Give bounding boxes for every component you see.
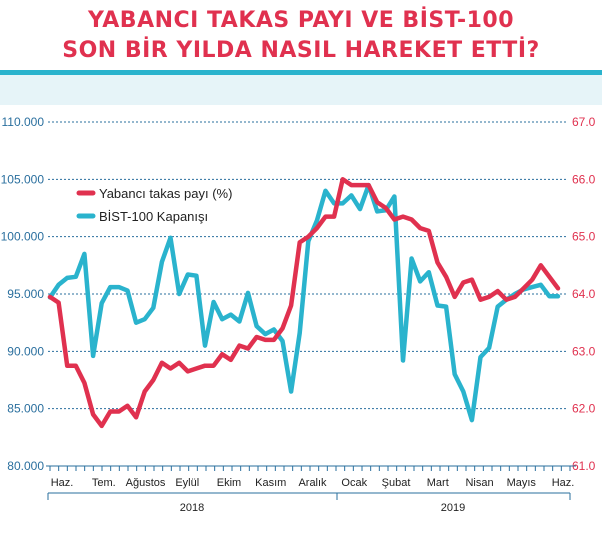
x-axis-month-label: Eylül <box>175 477 199 489</box>
header-divider <box>0 70 602 75</box>
x-axis-month-label: Aralık <box>298 477 327 489</box>
series-line-foreign-share <box>47 177 561 429</box>
chart-title-line1: YABANCI TAKAS PAYI VE BİST-100 <box>87 8 515 33</box>
year-label-2018: 2018 <box>180 502 204 514</box>
x-axis-month-label: Haz. <box>552 477 575 489</box>
x-axis-month-label: Kasım <box>255 477 286 489</box>
series-line-bist-100 <box>47 182 561 423</box>
x-axis-month-label: Haz. <box>51 477 74 489</box>
x-axis-month-label: Mayıs <box>507 477 537 489</box>
x-axis-month-label: Tem. <box>92 477 116 489</box>
right-axis-tick-label: 64.0 <box>572 287 596 301</box>
right-axis-tick-label: 63.0 <box>572 344 596 358</box>
right-axis-tick-label: 62.0 <box>572 402 596 416</box>
right-axis-tick-label: 61.0 <box>572 459 596 473</box>
right-axis-tick-label: 67.0 <box>572 115 596 129</box>
year-label-2019: 2019 <box>441 502 465 514</box>
left-axis-tick-label: 105.000 <box>1 172 45 186</box>
chart-title-line2: SON BİR YILDA NASIL HAREKET ETTİ? <box>62 38 540 63</box>
x-axis-month-label: Şubat <box>382 477 411 489</box>
left-axis-tick-label: 95.000 <box>7 287 44 301</box>
legend-label-bist-100: BİST-100 Kapanışı <box>99 209 208 224</box>
x-axis-month-label: Mart <box>427 477 449 489</box>
left-axis-tick-label: 110.000 <box>2 115 45 129</box>
x-axis-month-label: Ocak <box>341 477 367 489</box>
legend-label-foreign-share: Yabancı takas payı (%) <box>99 186 232 201</box>
left-axis-tick-label: 85.000 <box>7 402 44 416</box>
right-axis-tick-label: 65.0 <box>572 230 596 244</box>
left-axis-tick-label: 90.000 <box>7 344 44 358</box>
header-band <box>0 75 602 105</box>
left-axis-tick-label: 100.000 <box>1 230 45 244</box>
left-axis-tick-label: 80.000 <box>7 459 44 473</box>
x-axis-month-label: Ekim <box>217 477 241 489</box>
x-axis-month-label: Ağustos <box>126 477 166 489</box>
x-axis-month-label: Nisan <box>465 477 493 489</box>
right-axis-tick-label: 66.0 <box>572 172 596 186</box>
